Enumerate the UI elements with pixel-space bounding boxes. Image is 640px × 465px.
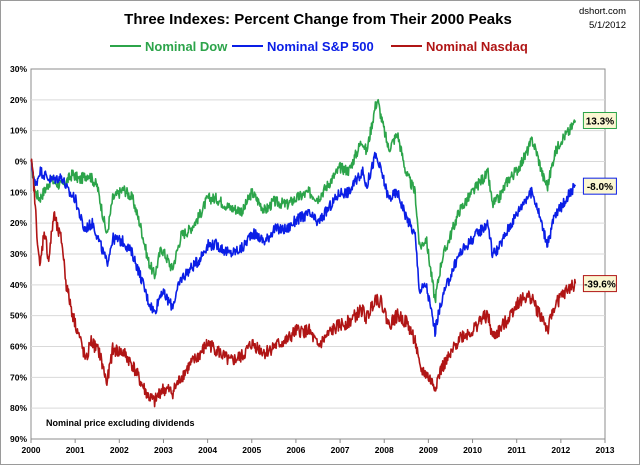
x-tick-label: 2001 — [66, 445, 85, 455]
x-tick-label: 2012 — [551, 445, 570, 455]
x-tick-label: 2000 — [22, 445, 41, 455]
end-label-1: -8.0% — [582, 177, 617, 195]
end-label-box — [582, 275, 617, 293]
y-tick-label: 30% — [10, 249, 27, 259]
y-tick-label: 10% — [10, 187, 27, 197]
y-tick-label: 20% — [10, 95, 27, 105]
x-tick-label: 2011 — [507, 445, 526, 455]
x-tick-label: 2013 — [596, 445, 615, 455]
end-label-box — [582, 177, 617, 195]
series-line-0 — [30, 98, 577, 304]
y-tick-label: 50% — [10, 311, 27, 321]
y-tick-label: 80% — [10, 403, 27, 413]
x-tick-label: 2007 — [331, 445, 350, 455]
y-tick-label: 30% — [10, 64, 27, 74]
end-labels: 13.3% -8.0% -39.6% — [582, 111, 617, 293]
gridlines — [31, 99, 605, 409]
y-tick-label: 0% — [15, 157, 28, 167]
x-tick-label: 2004 — [198, 445, 217, 455]
legend-label-sp500: Nominal S&P 500 — [267, 39, 374, 54]
series-line-1 — [30, 151, 577, 337]
series-group — [30, 98, 577, 408]
end-label-0: 13.3% — [582, 111, 617, 129]
y-tick-label: 10% — [10, 126, 27, 136]
x-tick-label: 2009 — [419, 445, 438, 455]
series-line-2 — [30, 158, 577, 408]
end-label-text: 13.3% — [586, 116, 614, 127]
x-axis: 2000 2001 2002 2003 2004 2005 2006 2007 2008 2009… — [22, 439, 615, 455]
chart-note: Nominal price excluding dividends — [46, 418, 195, 428]
legend: Nominal Dow Nominal S&P 500 Nominal Nasd… — [110, 39, 528, 54]
y-tick-label: 20% — [10, 218, 27, 228]
legend-label-nasdaq: Nominal Nasdaq — [426, 39, 528, 54]
end-label-box — [582, 111, 617, 129]
x-tick-label: 2008 — [375, 445, 394, 455]
chart-title: Three Indexes: Percent Change from Their… — [124, 11, 512, 28]
y-tick-label: 40% — [10, 280, 27, 290]
date-label: 5/1/2012 — [589, 20, 626, 31]
x-tick-label: 2002 — [110, 445, 129, 455]
y-tick-label: 60% — [10, 342, 27, 352]
y-axis: 30% 20% 10% 0% 10% 20% 30% 40% 50% 60% 70% 80% 90% — [10, 64, 27, 444]
source-label: dshort.com — [579, 6, 626, 17]
x-tick-label: 2010 — [463, 445, 482, 455]
y-tick-label: 70% — [10, 372, 27, 382]
legend-label-dow: Nominal Dow — [145, 39, 228, 54]
x-tick-label: 2006 — [286, 445, 305, 455]
end-label-2: -39.6% — [582, 275, 617, 293]
end-label-text: -39.6% — [584, 280, 616, 291]
y-tick-label: 90% — [10, 434, 27, 444]
x-tick-label: 2005 — [242, 445, 261, 455]
end-label-text: -8.0% — [587, 182, 613, 193]
x-tick-label: 2003 — [154, 445, 173, 455]
